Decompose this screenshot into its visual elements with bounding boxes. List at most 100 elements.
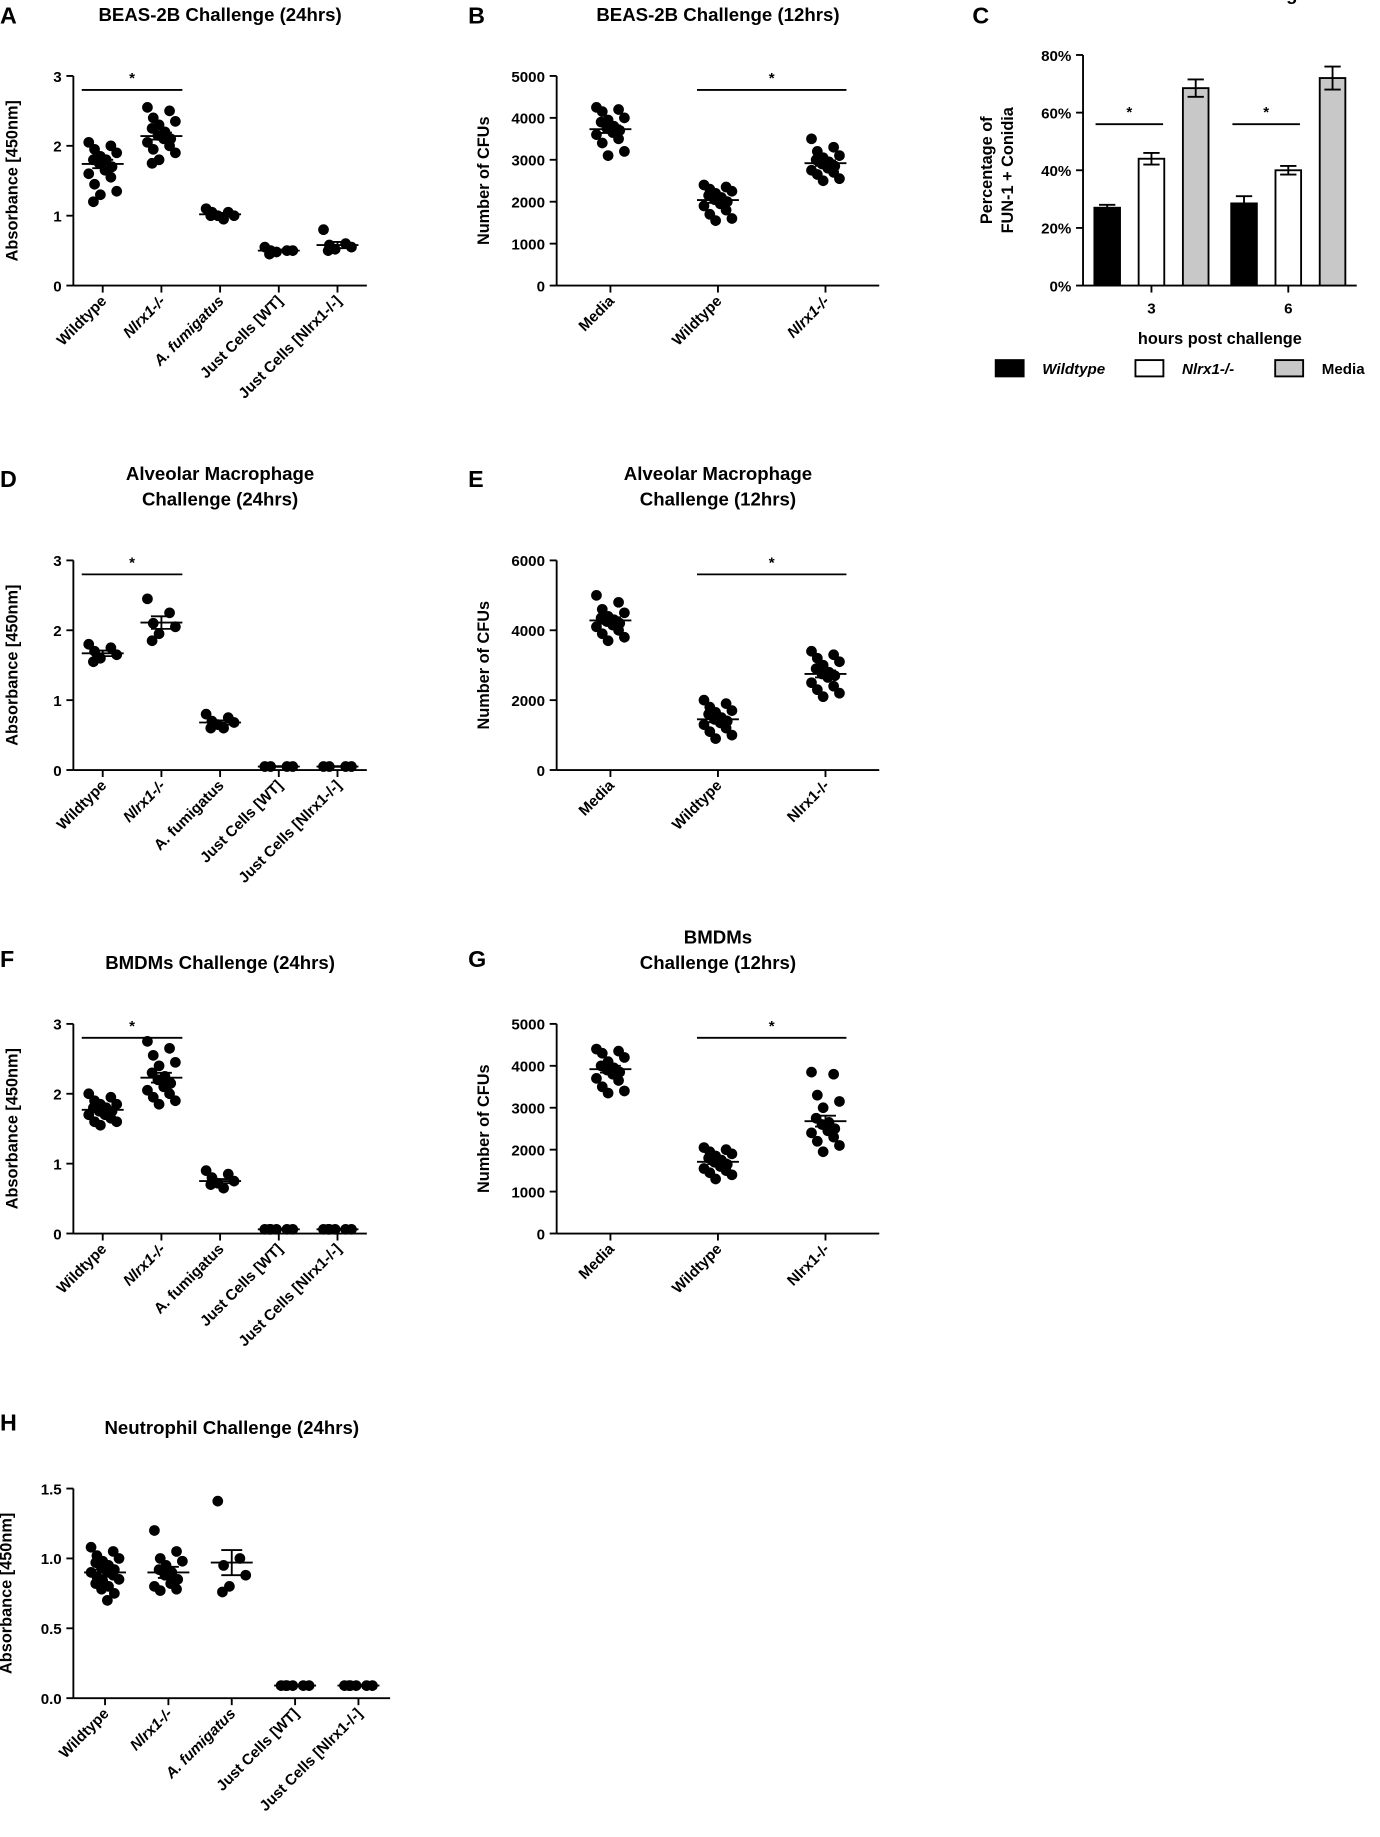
- data-point: [95, 1119, 106, 1131]
- data-point: [817, 1102, 829, 1114]
- panel-letter: C: [972, 3, 989, 29]
- y-axis-label: Number of CFUs: [475, 1064, 493, 1193]
- data-point: [234, 1553, 246, 1564]
- y-tick-label: 2: [53, 1087, 61, 1104]
- y-tick-label: 0.5: [41, 1621, 62, 1638]
- y-tick-label: 0: [537, 1226, 545, 1243]
- data-point: [95, 189, 106, 201]
- chart-title: Alveolar Macrophage: [126, 463, 314, 484]
- data-point: [619, 1052, 630, 1063]
- data-point: [102, 1594, 113, 1606]
- chart-title: BMDMs Challenge (24hrs): [105, 952, 335, 973]
- panel-letter: B: [468, 3, 485, 29]
- x-axis-label: hours post challenge: [1138, 330, 1302, 348]
- data-point: [619, 1085, 630, 1097]
- sem-bar: [814, 669, 836, 679]
- data-point: [170, 621, 181, 633]
- legend-swatch: [1134, 359, 1165, 378]
- data-point: [170, 147, 181, 159]
- data-point: [619, 112, 630, 124]
- data-point: [602, 150, 614, 161]
- x-tick-label: Nlrx1-/-: [784, 1241, 833, 1290]
- data-point: [834, 150, 845, 161]
- y-tick-label: 0: [53, 763, 61, 780]
- significance-label: *: [1263, 104, 1269, 121]
- y-tick-label: 20%: [1041, 221, 1072, 238]
- panel-letter: E: [468, 466, 484, 492]
- y-tick-label: 40%: [1041, 163, 1072, 180]
- y-tick-label: 1: [53, 693, 61, 710]
- sem-bar: [150, 1071, 172, 1084]
- data-point: [806, 1066, 817, 1078]
- sem-bar: [707, 196, 729, 204]
- chart-title: Challenge (12hrs): [640, 952, 796, 973]
- data-point: [153, 1098, 165, 1110]
- y-axis-label: FUN-1 + Conidia: [999, 106, 1017, 233]
- sem-bar: [327, 1228, 348, 1231]
- data-point: [613, 133, 624, 145]
- bar: [1318, 77, 1347, 287]
- data-point: [619, 146, 630, 157]
- y-tick-label: 1000: [511, 1184, 545, 1201]
- y-tick-label: 1000: [511, 236, 545, 253]
- data-point: [171, 1546, 182, 1557]
- x-tick-label: Nlrx1-/-: [784, 777, 833, 826]
- sem-bar: [157, 1565, 179, 1579]
- data-point: [613, 1075, 624, 1086]
- x-tick-label: Just Cells [Nlrx1-/-]: [235, 1241, 344, 1350]
- y-tick-label: 80%: [1041, 48, 1072, 65]
- x-tick-label: 3: [1147, 301, 1155, 318]
- data-point: [147, 1049, 159, 1061]
- data-point: [322, 245, 334, 256]
- data-point: [111, 1116, 123, 1128]
- data-point: [613, 596, 624, 608]
- legend-swatch: [994, 359, 1025, 378]
- data-point: [726, 729, 738, 741]
- sem-bar: [268, 765, 290, 768]
- x-tick-label: Wildtype: [669, 777, 725, 833]
- y-tick-label: 5000: [511, 1017, 545, 1034]
- data-point: [726, 1148, 738, 1160]
- sem-bar: [327, 765, 348, 768]
- data-point: [698, 200, 710, 212]
- sem-bar: [814, 1114, 836, 1128]
- sem-bar: [327, 240, 348, 250]
- error-bar: [1187, 78, 1204, 98]
- y-axis-label: Number of CFUs: [475, 116, 493, 245]
- data-point: [806, 133, 817, 145]
- data-point: [212, 1495, 224, 1507]
- y-tick-label: 60%: [1041, 105, 1072, 122]
- data-point: [111, 649, 123, 661]
- x-tick-label: Media: [576, 777, 619, 820]
- y-tick-label: 3: [53, 1017, 61, 1034]
- data-point: [218, 1182, 229, 1194]
- x-tick-label: Nlrx1-/-: [120, 1241, 169, 1290]
- bar: [1230, 202, 1258, 287]
- data-point: [619, 607, 630, 619]
- data-point: [142, 593, 153, 605]
- error-bar: [1324, 65, 1341, 91]
- sem-bar: [94, 1568, 116, 1577]
- y-axis-label: Absorbance [450nm]: [3, 585, 21, 746]
- panel-letter: D: [0, 466, 17, 492]
- bar: [1137, 157, 1166, 287]
- chart-title: Neutrophil Challenge (24hrs): [104, 1417, 359, 1438]
- legend-label: Nlrx1-/-: [1182, 361, 1234, 378]
- data-point: [164, 105, 175, 117]
- y-tick-label: 0: [537, 763, 545, 780]
- data-point: [834, 656, 845, 668]
- significance-label: *: [129, 1018, 135, 1035]
- y-tick-label: 0: [53, 1226, 61, 1243]
- sem-bar: [707, 715, 729, 724]
- data-point: [83, 168, 95, 180]
- data-point: [619, 631, 630, 643]
- y-tick-label: 1: [53, 1156, 61, 1173]
- panel-letter: F: [0, 946, 14, 972]
- legend-label: Wildtype: [1042, 361, 1105, 378]
- y-tick-label: 2: [53, 139, 61, 156]
- data-point: [170, 1095, 181, 1107]
- data-point: [811, 1135, 823, 1147]
- y-tick-label: 4000: [511, 111, 545, 128]
- x-tick-label: Just Cells [Nlrx1-/-]: [235, 777, 344, 886]
- data-point: [720, 204, 732, 216]
